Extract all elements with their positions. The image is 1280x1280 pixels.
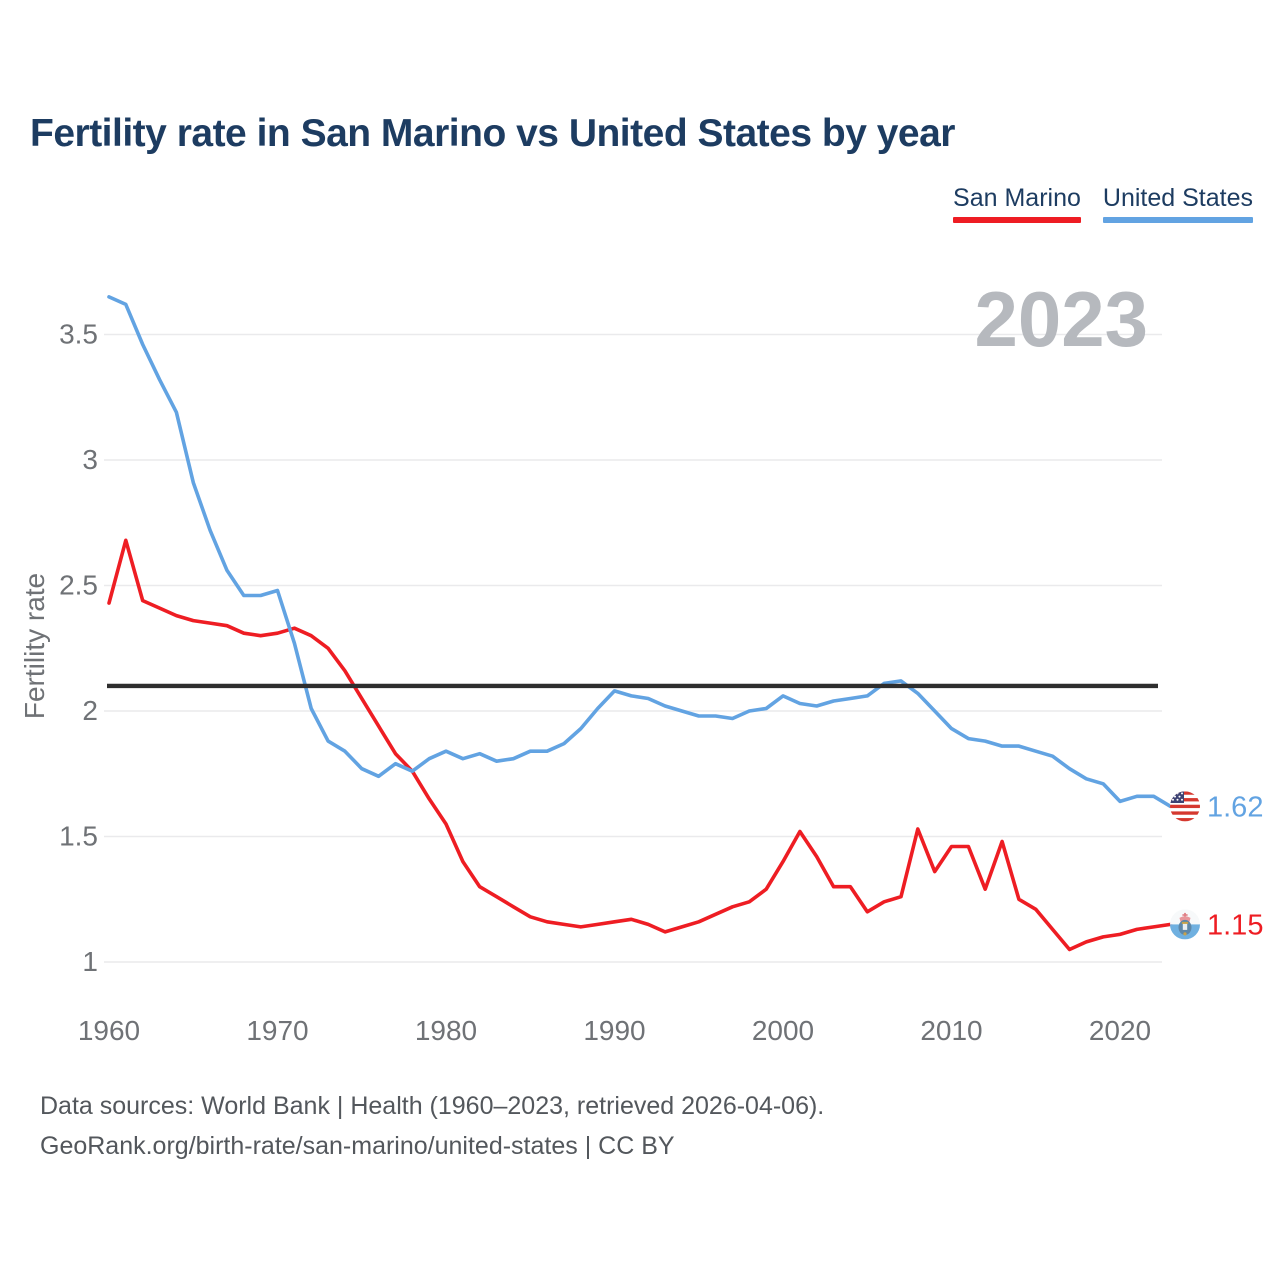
attribution-line: GeoRank.org/birth-rate/san-marino/united…: [40, 1132, 675, 1160]
svg-text:2: 2: [82, 695, 98, 726]
legend-item-united-states[interactable]: United States: [1102, 184, 1253, 223]
svg-text:1970: 1970: [246, 1015, 308, 1046]
svg-text:1980: 1980: [415, 1015, 477, 1046]
svg-text:3.5: 3.5: [59, 319, 98, 350]
y-axis-tick-labels: 1 1.5 2 2.5 3 3.5: [59, 319, 98, 978]
gridlines: [104, 333, 1162, 963]
svg-text:1.5: 1.5: [59, 821, 98, 852]
san-marino-end-value-label: 1.15: [1207, 909, 1263, 941]
svg-text:2020: 2020: [1089, 1015, 1151, 1046]
san-marino-flag-icon: [1170, 909, 1200, 939]
legend-swatch-united-states: [1102, 217, 1253, 223]
legend-label-san-marino: San Marino: [953, 184, 1081, 212]
footer: Data sources: World Bank | Health (1960–…: [40, 1086, 824, 1166]
svg-text:2010: 2010: [920, 1015, 982, 1046]
svg-text:1960: 1960: [78, 1015, 140, 1046]
data-sources-line: Data sources: World Bank | Health (1960–…: [40, 1092, 825, 1120]
svg-text:2000: 2000: [752, 1015, 814, 1046]
x-axis-tick-labels: 1960 1970 1980 1990 2000 2010 2020: [78, 1015, 1151, 1046]
legend-item-san-marino[interactable]: San Marino: [953, 184, 1081, 223]
svg-text:1: 1: [82, 946, 98, 977]
legend-label-united-states: United States: [1102, 184, 1253, 212]
year-watermark: 2023: [974, 275, 1148, 363]
svg-text:3: 3: [82, 444, 98, 475]
svg-text:1990: 1990: [583, 1015, 645, 1046]
legend: San Marino United States: [953, 184, 1253, 223]
san-marino-line[interactable]: [107, 538, 1173, 952]
page-title: Fertility rate in San Marino vs United S…: [30, 112, 955, 155]
svg-text:2.5: 2.5: [59, 570, 98, 601]
united-states-line[interactable]: [107, 295, 1173, 809]
legend-swatch-san-marino: [953, 217, 1081, 223]
united-states-end-value-label: 1.62: [1207, 791, 1263, 823]
y-axis-title: Fertility rate: [19, 573, 50, 719]
united-states-flag-icon: [1170, 791, 1200, 821]
